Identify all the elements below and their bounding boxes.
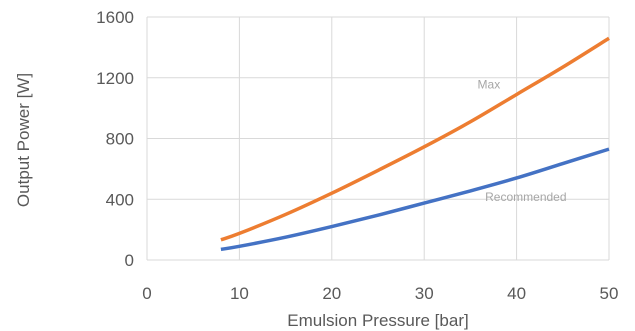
series-line-max — [220, 36, 610, 242]
y-tick-label: 1200 — [96, 69, 134, 88]
x-tick-label: 30 — [415, 284, 434, 303]
y-axis-title: Output Power [W] — [14, 73, 33, 207]
series-labels: Max Recommended — [478, 77, 567, 203]
x-axis-title: Emulsion Pressure [bar] — [287, 311, 468, 330]
x-tick-label: 20 — [322, 284, 341, 303]
series-label-max: Max — [478, 77, 501, 91]
y-tick-label: 800 — [106, 130, 134, 149]
y-tick-label: 400 — [106, 190, 134, 209]
series-line-recommended — [220, 147, 610, 252]
y-tick-label: 0 — [125, 251, 134, 270]
x-tick-label: 50 — [600, 284, 619, 303]
x-tick-label: 10 — [230, 284, 249, 303]
series-label-recommended: Recommended — [485, 190, 566, 204]
x-tick-label: 0 — [142, 284, 151, 303]
tick-labels: 0 10 20 30 40 50 0 400 800 1200 1600 — [96, 8, 618, 303]
grid-lines — [146, 16, 610, 261]
series-lines — [220, 36, 610, 252]
y-tick-label: 1600 — [96, 8, 134, 27]
x-tick-label: 40 — [507, 284, 526, 303]
